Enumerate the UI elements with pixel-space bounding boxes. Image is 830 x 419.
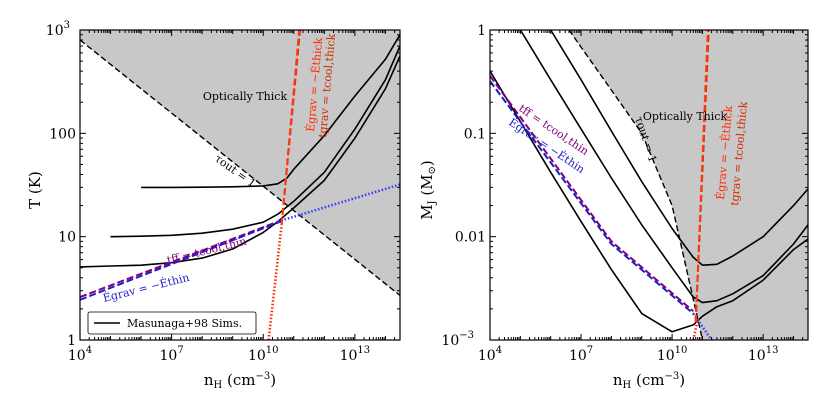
y-tick-label: 10−3	[441, 330, 474, 349]
series-line-t-ff-t-cool-thin	[490, 75, 694, 312]
y-axis-label: T (K)	[26, 171, 44, 209]
y-tick-label: 1	[477, 23, 486, 39]
series-line-masunaga-98-t-5	[80, 55, 400, 268]
egrav-thin-label: Ėgrav = −Ėthin	[101, 270, 190, 305]
series-line-e-grav-e-thick	[280, 30, 301, 225]
region-label: Optically Thick	[203, 90, 288, 103]
optically-thick-region	[80, 30, 400, 296]
y-tick-label: 100	[49, 126, 76, 142]
series-line-masunaga-98-t-5	[490, 70, 808, 333]
x-tick-label: 1013	[340, 345, 371, 364]
series-line-tau-out-1	[568, 30, 704, 340]
series-line-e-grav-e-thin	[80, 219, 285, 301]
series-line-e-grav-e-thick	[694, 30, 709, 322]
y-tick-label: 1	[67, 333, 76, 349]
legend-label: Masunaga+98 Sims.	[127, 317, 242, 330]
x-tick-label: 1010	[248, 345, 279, 364]
series-line-masunaga-98-t-30	[141, 34, 400, 189]
plot-frame	[79, 29, 401, 341]
series-line-red-dotted	[267, 224, 283, 340]
series-line-masunaga-98-t-10	[519, 30, 808, 304]
series-line-blue-dotted	[277, 183, 400, 223]
x-tick-label: 1010	[657, 345, 688, 364]
plot-frame	[489, 29, 809, 341]
legend: Masunaga+98 Sims.	[87, 311, 257, 335]
series-line-e-grav-e-thin	[490, 80, 694, 315]
x-tick-label: 107	[569, 345, 593, 364]
x-tick-label: 104	[478, 345, 502, 364]
right-panel: 104 107 1010 1013 10−3 0.01 0.1 1 Optically Thi…	[418, 23, 809, 391]
optically-thick-region	[569, 30, 808, 340]
x-tick-label: 107	[160, 345, 184, 364]
y-tick-label: 103	[46, 20, 70, 39]
series-line-red-dotted	[692, 318, 700, 340]
y-tick-label: 0.01	[455, 230, 486, 246]
x-tick-label: 104	[68, 345, 92, 364]
tff-label: tff = tcool,thin	[166, 235, 248, 267]
x-axis-label: nH (cm−3)	[204, 371, 276, 391]
series-line-masunaga-98-t-10	[110, 45, 400, 238]
y-tick-label: 0.1	[464, 126, 486, 142]
region-label: Optically Thick	[643, 110, 728, 123]
series-line-t-ff-t-cool-thin	[80, 218, 285, 299]
x-axis-label: nH (cm−3)	[613, 371, 685, 391]
series-line-tau-out-1	[80, 39, 400, 296]
y-axis-label: MJ (M⊙)	[418, 160, 438, 220]
x-tick-label: 1013	[748, 345, 779, 364]
y-tick-label: 10	[58, 230, 76, 246]
